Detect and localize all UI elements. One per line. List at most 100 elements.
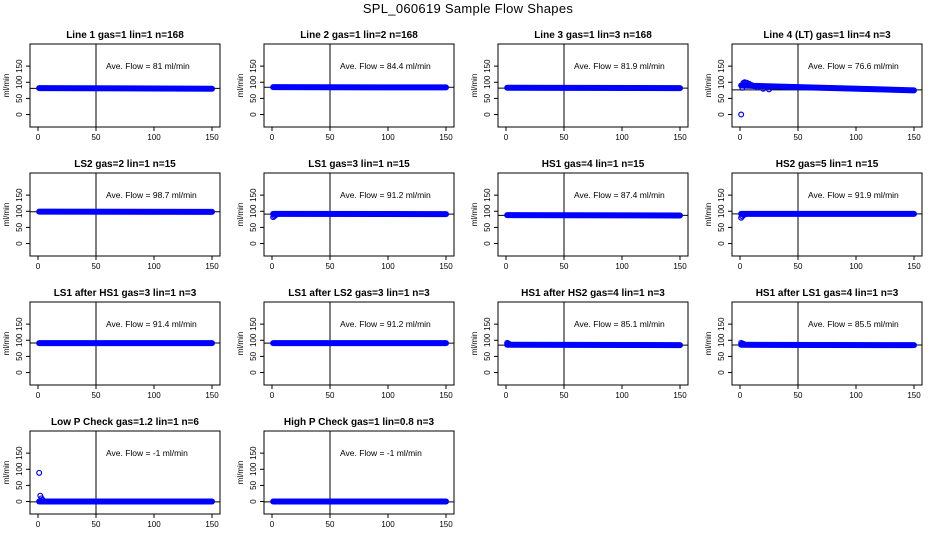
panel-8-ylabel: ml/min [704, 203, 713, 227]
panel-13-annotation: Ave. Flow = -1 ml/min [106, 448, 188, 458]
panel-12-ytick-label: 150 [717, 317, 726, 331]
panel-10-ytick-label: 150 [249, 317, 258, 331]
panel-7-ytick-label: 50 [483, 222, 492, 231]
panel-4-ytick-label: 100 [717, 75, 726, 89]
panel-10-annotation: Ave. Flow = 91.2 ml/min [340, 319, 431, 329]
panel-2-xtick-label: 0 [270, 133, 275, 142]
panel-2-ytick-label: 150 [249, 59, 258, 73]
panel-4-xtick-label: 100 [849, 133, 863, 142]
panel-10-xtick-label: 0 [270, 391, 275, 400]
panel-9-ytick-label: 0 [15, 370, 24, 375]
panel-11-xtick-label: 150 [673, 391, 687, 400]
panel-3-xtick-label: 100 [615, 133, 629, 142]
panel-5-xtick-label: 0 [36, 262, 41, 271]
panel-4-point [738, 111, 745, 118]
panel-12-ylabel: ml/min [704, 332, 713, 356]
panel-12-title: HS1 after LS1 gas=4 lin=1 n=3 [756, 288, 899, 299]
panel-7-ytick-label: 150 [483, 188, 492, 202]
panel-13-xtick-label: 50 [92, 520, 101, 529]
panel-5-ytick-label: 0 [15, 241, 24, 246]
panel-1-xtick-label: 100 [147, 133, 161, 142]
panel-14-xtick-label: 0 [270, 520, 275, 529]
panel-5-frame [29, 172, 221, 257]
panel-1-ytick-label: 50 [15, 93, 24, 102]
panel-13-xtick-label: 100 [147, 520, 161, 529]
panel-10-xtick-label: 100 [381, 391, 395, 400]
panel-11-ytick-label: 0 [483, 370, 492, 375]
panel-14-ytick-label: 100 [249, 462, 258, 476]
panel-3-ytick-label: 100 [483, 75, 492, 89]
panel-14-annotation: Ave. Flow = -1 ml/min [340, 448, 422, 458]
panel-3-xtick-label: 150 [673, 133, 687, 142]
panel-4-ytick-label: 50 [717, 93, 726, 102]
panel-4-ytick-label: 150 [717, 59, 726, 73]
panel-4-xtick-label: 150 [907, 133, 921, 142]
panel-2-ylabel: ml/min [236, 74, 245, 98]
panel-9-xtick-label: 50 [92, 391, 101, 400]
panel-8-ytick-label: 50 [717, 222, 726, 231]
panel-2-frame [263, 43, 455, 128]
panel-10-ytick-label: 0 [249, 370, 258, 375]
panel-7-frame [497, 172, 689, 257]
panel-1-ylabel: ml/min [2, 74, 11, 98]
panel-14-xtick-label: 150 [439, 520, 453, 529]
panel-8-ytick-label: 150 [717, 188, 726, 202]
panel-13-xtick-label: 0 [36, 520, 41, 529]
panel-11-xtick-label: 100 [615, 391, 629, 400]
panel-13-frame [29, 430, 221, 515]
panel-1-xtick-label: 150 [205, 133, 219, 142]
panel-6-annotation: Ave. Flow = 91.2 ml/min [340, 190, 431, 200]
panel-10-ytick-label: 100 [249, 333, 258, 347]
panel-7-ytick-label: 100 [483, 204, 492, 218]
panel-4-point [754, 84, 761, 91]
panel-6-point [273, 211, 280, 218]
panel-9-xtick-label: 150 [205, 391, 219, 400]
panel-9-xtick-label: 100 [147, 391, 161, 400]
panel-8-ytick-label: 0 [717, 241, 726, 246]
panel-8-xtick-label: 150 [907, 262, 921, 271]
panel-11-ylabel: ml/min [470, 332, 479, 356]
panel-13-title: Low P Check gas=1.2 lin=1 n=6 [51, 417, 199, 428]
panel-3-xtick-label: 50 [560, 133, 569, 142]
panel-7-ytick-label: 0 [483, 241, 492, 246]
panel-5-ytick-label: 50 [15, 222, 24, 231]
panel-2-annotation: Ave. Flow = 84.4 ml/min [340, 61, 431, 71]
panel-14-title: High P Check gas=1 lin=0.8 n=3 [284, 417, 435, 428]
panel-9-ytick-label: 150 [15, 317, 24, 331]
panel-5-title: LS2 gas=2 lin=1 n=15 [74, 159, 176, 170]
panel-7-xtick-label: 100 [615, 262, 629, 271]
panel-9-title: LS1 after HS1 gas=3 lin=1 n=3 [54, 288, 197, 299]
panel-5-xtick-label: 100 [147, 262, 161, 271]
panel-2-xtick-label: 100 [381, 133, 395, 142]
panel-4-series [738, 82, 917, 94]
panel-1-frame [29, 43, 221, 128]
panel-8-xtick-label: 0 [738, 262, 743, 271]
panel-6-xtick-label: 50 [326, 262, 335, 271]
panel-7-title: HS1 gas=4 lin=1 n=15 [542, 159, 645, 170]
panel-2-ytick-label: 50 [249, 93, 258, 102]
panel-2-ytick-label: 0 [249, 112, 258, 117]
panel-4-ytick-label: 0 [717, 112, 726, 117]
panel-4-xtick-label: 50 [794, 133, 803, 142]
panel-13-ytick-label: 0 [15, 499, 24, 504]
panel-6-xtick-label: 150 [439, 262, 453, 271]
panel-1-annotation: Ave. Flow = 81 ml/min [106, 61, 190, 71]
panel-1-xtick-label: 50 [92, 133, 101, 142]
panel-11-ytick-label: 50 [483, 351, 492, 360]
panel-7-annotation: Ave. Flow = 87.4 ml/min [574, 190, 665, 200]
panel-2-title: Line 2 gas=1 lin=2 n=168 [300, 30, 418, 41]
panel-8-annotation: Ave. Flow = 91.9 ml/min [808, 190, 899, 200]
panel-6-ytick-label: 150 [249, 188, 258, 202]
panel-13-point [36, 469, 43, 476]
panel-5-ytick-label: 150 [15, 188, 24, 202]
panel-7-xtick-label: 0 [504, 262, 509, 271]
panel-8-title: HS2 gas=5 lin=1 n=15 [776, 159, 879, 170]
panel-6-xtick-label: 0 [270, 262, 275, 271]
panel-14-ytick-label: 150 [249, 446, 258, 460]
panel-14-xtick-label: 50 [326, 520, 335, 529]
panel-11-ytick-label: 100 [483, 333, 492, 347]
panel-2-xtick-label: 50 [326, 133, 335, 142]
panel-12-frame [731, 301, 923, 386]
panel-6-ytick-label: 50 [249, 222, 258, 231]
